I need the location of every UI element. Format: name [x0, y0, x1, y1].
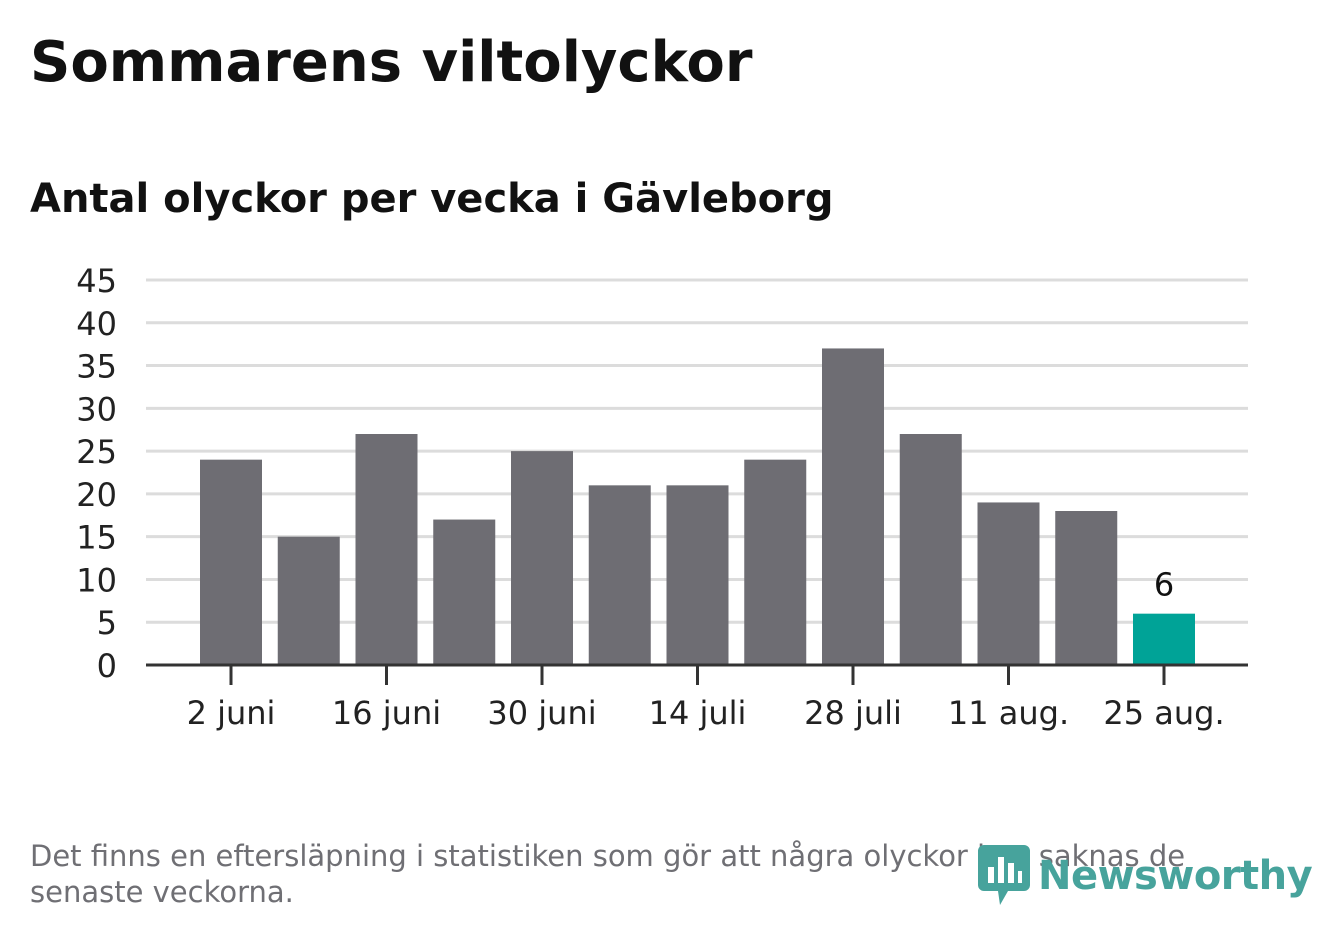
x-tick-label: 11 aug. [948, 694, 1069, 732]
x-axis-tick-labels: 2 juni 16 juni 30 juni 14 juli 28 juli 11 aug… [187, 694, 1225, 732]
brand-logo[interactable]: Newsworthy [978, 845, 1313, 907]
bar [588, 485, 651, 665]
chart-subtitle: Antal olyckor per vecka i Gävleborg [30, 176, 834, 222]
y-tick-label: 35 [76, 348, 117, 386]
bar [744, 459, 807, 665]
y-tick-label: 10 [76, 561, 117, 599]
data-label: 6 [1154, 566, 1174, 604]
bar [277, 536, 340, 665]
y-tick-label: 0 [97, 647, 117, 685]
brand-name: Newsworthy [1038, 853, 1313, 899]
bar [355, 434, 418, 665]
bar-chart: 0 5 10 15 20 25 30 35 40 45 2 juni 16 juni 30 juni 1… [76, 262, 1248, 732]
y-tick-label: 15 [76, 519, 117, 557]
y-tick-label: 45 [76, 262, 117, 300]
chart-title: Sommarens viltolyckor [30, 30, 753, 95]
x-tick-label: 2 juni [187, 694, 276, 732]
bar [1055, 511, 1118, 665]
y-tick-label: 20 [76, 476, 117, 514]
bars [200, 348, 1195, 665]
x-tick-label: 16 juni [332, 694, 441, 732]
data-labels: 6 [1154, 566, 1174, 604]
bar [200, 459, 262, 665]
bar [899, 434, 962, 665]
x-tick-label: 30 juni [487, 694, 596, 732]
newsworthy-logo-icon [978, 845, 1030, 905]
y-tick-label: 40 [76, 305, 117, 343]
bar [822, 348, 884, 665]
y-tick-label: 25 [76, 433, 117, 471]
y-tick-label: 30 [76, 390, 117, 428]
x-axis [146, 663, 1248, 685]
x-tick-label: 25 aug. [1103, 694, 1224, 732]
bar [1133, 613, 1195, 665]
y-tick-label: 5 [97, 604, 117, 642]
bar [666, 485, 729, 665]
bar [977, 502, 1040, 665]
bar [433, 519, 496, 665]
x-tick-label: 14 juli [649, 694, 747, 732]
x-tick-label: 28 juli [804, 694, 902, 732]
bar [511, 451, 573, 665]
y-axis-tick-labels: 0 5 10 15 20 25 30 35 40 45 [76, 262, 117, 685]
